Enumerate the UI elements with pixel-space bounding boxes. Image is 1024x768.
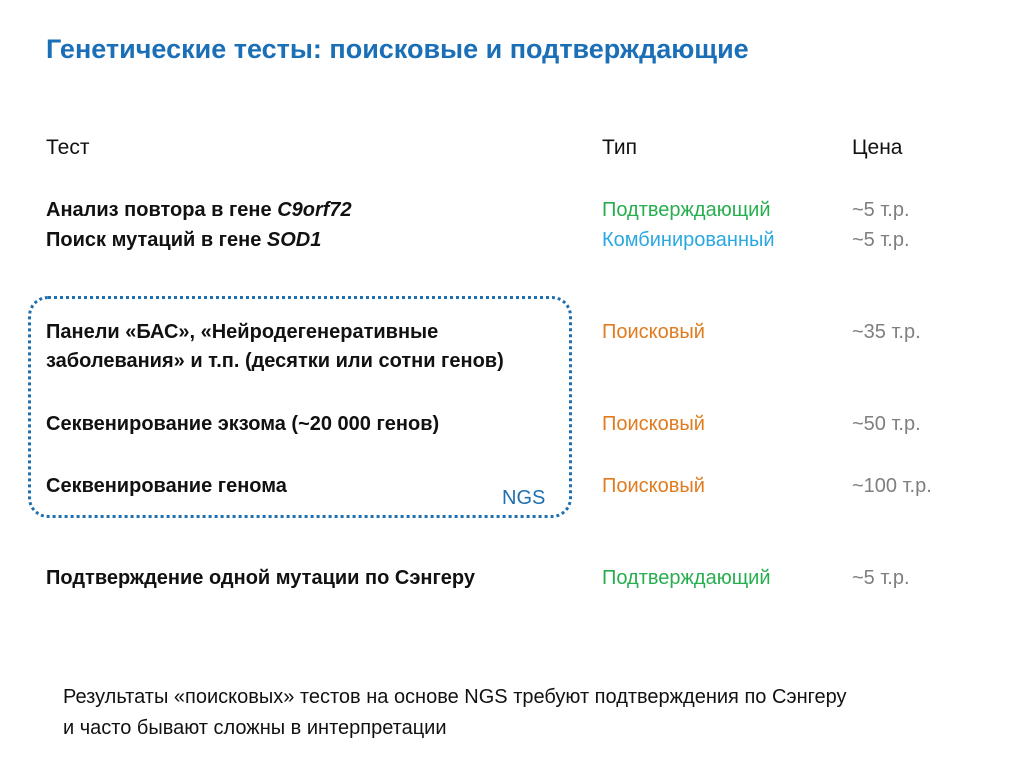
row-sod1-test-prefix: Поиск мутаций в гене — [46, 229, 267, 251]
footer-note-line2: и часто бывают сложны в интерпретации — [63, 717, 447, 739]
row-sanger-test: Подтверждение одной мутации по Сэнгеру — [46, 567, 475, 589]
column-header-test: Тест — [46, 136, 90, 159]
gene-name-sod1: SOD1 — [266, 229, 322, 251]
row-genome-test: Секвенирование генома — [46, 475, 287, 497]
row-sanger-price: ~5 т.р. — [852, 567, 910, 589]
row-panels-type: Поисковый — [602, 321, 705, 343]
row-sod1-type: Комбинированный — [602, 229, 775, 251]
row-exome-type: Поисковый — [602, 413, 705, 435]
column-header-type: Тип — [602, 136, 638, 159]
row-panels-test-line1: Панели «БАС», «Нейродегенеративные — [46, 321, 439, 343]
row-sod1-test: Поиск мутаций в гене SOD1 — [46, 226, 321, 255]
row-c9orf72-type: Подтверждающий — [602, 199, 771, 221]
gene-name-c9orf72: C9orf72 — [277, 199, 352, 221]
column-header-price: Цена — [852, 136, 903, 159]
row-genome-price: ~100 т.р. — [852, 475, 932, 497]
footer-note: Результаты «поисковых» тестов на основе … — [63, 682, 1003, 744]
row-sanger-type: Подтверждающий — [602, 567, 771, 589]
row-c9orf72-test-prefix: Анализ повтора в гене — [46, 199, 278, 221]
row-panels-test-line2: заболевания» и т.п. (десятки или сотни г… — [46, 350, 504, 372]
row-c9orf72-price: ~5 т.р. — [852, 199, 910, 221]
row-sod1-price: ~5 т.р. — [852, 229, 910, 251]
row-exome-test: Секвенирование экзома (~20 000 генов) — [46, 413, 440, 435]
row-genome-type: Поисковый — [602, 475, 705, 497]
ngs-group-box — [28, 296, 572, 518]
slide-title: Генетические тесты: поисковые и подтверж… — [46, 34, 749, 64]
ngs-label: NGS — [502, 487, 546, 509]
row-c9orf72-test: Анализ повтора в гене C9orf72 — [46, 196, 352, 225]
row-exome-price: ~50 т.р. — [852, 413, 921, 435]
footer-note-line1: Результаты «поисковых» тестов на основе … — [63, 686, 847, 708]
row-panels-test: Панели «БАС», «Нейродегенеративные забол… — [46, 318, 504, 376]
row-panels-price: ~35 т.р. — [852, 321, 921, 343]
